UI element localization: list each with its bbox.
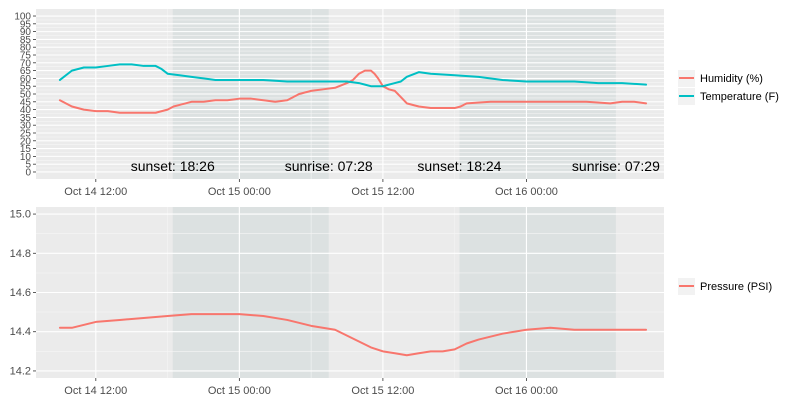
y-tick-label: 10 [20,152,32,163]
x-tick-label: Oct 15 12:00 [351,186,414,198]
y-tick-label: 30 [20,121,32,132]
chart-panel-1: 0510152025303540455055606570758085909510… [14,9,779,198]
legend-label: Pressure (PSI) [700,281,772,293]
y-tick-label: 15 [20,144,32,155]
x-tick-label: Oct 15 00:00 [208,385,271,397]
y-tick-label: 90 [20,27,32,38]
x-tick-label: Oct 15 00:00 [208,186,271,198]
x-tick-label: Oct 16 00:00 [495,385,558,397]
legend: Humidity (%) Temperature (F) [678,70,779,105]
y-tick-label: 0 [25,167,31,178]
y-tick-label: 14.8 [10,248,31,260]
y-tick-label: 100 [14,12,31,23]
x-tick-label: Oct 15 12:00 [351,385,414,397]
y-tick-label: 15.0 [10,209,31,221]
y-tick-label: 50 [20,90,32,101]
annotation-label: sunrise: 07:29 [572,158,660,174]
x-tick-label: Oct 16 00:00 [495,186,558,198]
legend-label: Temperature (F) [700,91,779,103]
y-tick-label: 14.2 [10,365,31,377]
y-tick-label: 5 [25,160,31,171]
y-tick-label: 75 [20,51,32,62]
legend: Pressure (PSI) [678,278,772,295]
annotation-label: sunset: 18:24 [417,158,501,174]
y-tick-label: 60 [20,74,32,85]
series-line-1 [58,69,648,114]
legend-label: Humidity (%) [700,73,763,85]
y-tick-label: 35 [20,113,32,124]
y-tick-label: 55 [20,82,32,93]
y-tick-label: 40 [20,105,32,116]
y-tick-label: 45 [20,97,32,108]
y-tick-label: 70 [20,58,32,69]
series-line-1 [58,313,648,357]
chart-panel-2: 14.2 14.4 14.6 14.8 15.0 Oct 14 12:00 Oct 15 0… [10,207,772,397]
y-tick-label: 14.4 [10,326,31,338]
y-tick-label: 80 [20,43,32,54]
x-tick-label: Oct 14 12:00 [64,385,127,397]
y-tick-label: 20 [20,136,32,147]
series-line-2 [58,63,648,88]
annotation-label: sunset: 18:26 [131,158,215,174]
y-tick-label: 95 [20,19,32,30]
y-tick-label: 14.6 [10,287,31,299]
y-tick-label: 85 [20,35,32,46]
y-tick-label: 65 [20,66,32,77]
y-tick-label: 25 [20,128,32,139]
x-tick-label: Oct 14 12:00 [64,186,127,198]
annotation-label: sunrise: 07:28 [285,158,373,174]
